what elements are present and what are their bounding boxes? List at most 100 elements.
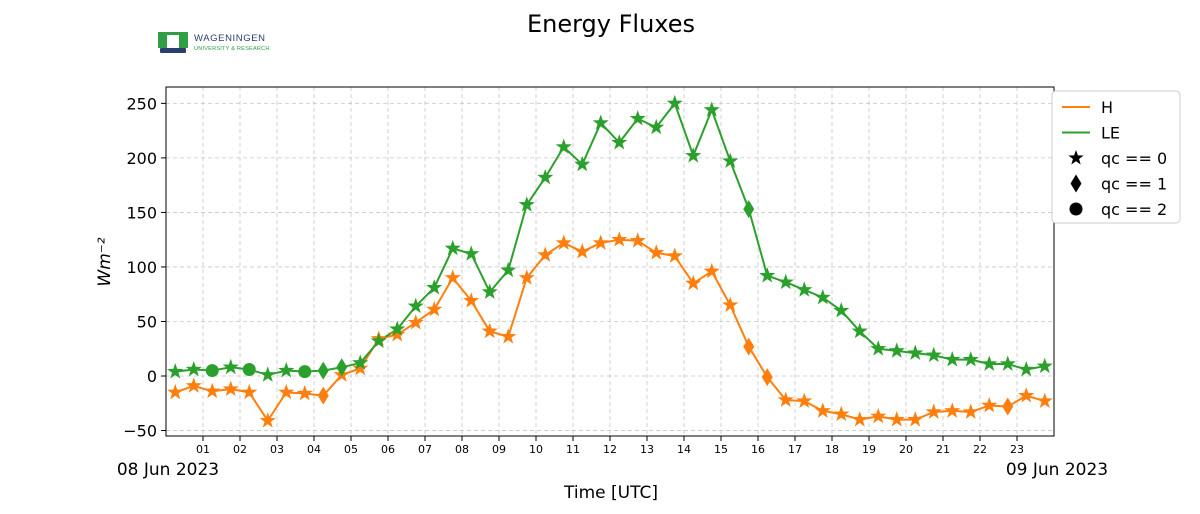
data-point-le [259,366,276,382]
data-point-h [722,296,739,312]
data-point-h [537,246,554,262]
x-tick-label: 23 [1010,443,1024,456]
x-tick-label: 11 [566,443,580,456]
legend-box [1051,90,1181,224]
x-tick-label: 13 [640,443,654,456]
grid [166,87,1054,436]
data-point-le [851,322,868,339]
x-tick-label: 05 [344,443,358,456]
data-point-h [703,262,720,279]
x-tick-label: 15 [714,443,728,456]
data-point-h [463,292,480,308]
legend-marker-diamond [1070,174,1082,193]
data-point-le [278,362,295,378]
x-tick-label: 10 [529,443,543,456]
data-point-le [925,346,942,363]
legend-label: qc == 0 [1101,149,1167,168]
data-point-h [833,405,850,422]
legend: H LE qc == 0 qc == 1 qc == 2 [1051,90,1181,224]
x-tick-label: 21 [936,443,950,456]
data-point-h [611,231,628,247]
data-point-le [317,361,329,380]
data-point-h [870,407,887,424]
data-point-h [851,411,868,427]
wageningen-logo: WAGENINGEN UNIVERSITY & RESEARCH [158,30,288,56]
data-point-le [648,118,665,135]
x-tick-label: 04 [307,443,321,456]
data-point-h [518,269,535,285]
data-point-le [500,261,517,278]
data-point-le [944,351,961,367]
data-point-le [222,358,239,375]
data-point-le [777,273,794,290]
data-point-h [222,380,239,396]
data-point-le [444,239,461,256]
data-point-le [537,169,554,185]
data-point-le [352,354,369,370]
data-point-le [833,302,850,318]
series-markers [167,94,1053,428]
data-point-le [167,363,184,379]
x-tick-label: 07 [418,443,432,456]
data-point-h [389,326,406,342]
data-point-h [944,402,961,418]
x-tick-label: 02 [233,443,247,456]
x-tick-label: 20 [899,443,913,456]
data-point-le [518,196,535,212]
legend-marker-circle [1069,202,1083,216]
data-point-le [870,340,887,356]
data-point-le [463,245,480,261]
legend-label: qc == 2 [1101,200,1167,219]
x-tick-label: 01 [196,443,210,456]
data-point-le [999,355,1016,371]
x-tick-label: 08 [455,443,469,456]
data-point-h [796,392,813,408]
data-point-h [981,396,998,413]
data-point-h [555,234,572,250]
x-tick-label: 12 [603,443,617,456]
data-point-h [167,383,184,400]
data-point-h [296,384,313,401]
data-point-h [962,403,979,419]
x-tick-label: 18 [825,443,839,456]
data-point-le [743,200,755,219]
data-point-h [241,383,258,400]
legend-label: LE [1101,124,1120,143]
x-tick-label: 19 [862,443,876,456]
data-point-le [481,283,498,299]
data-point-le [629,110,646,126]
data-point-le [555,138,572,154]
data-point-h [1002,397,1014,416]
chart-title: Energy Fluxes [527,10,695,38]
data-point-le [703,101,720,117]
x-axis-label: Time [UTC] [563,483,658,503]
data-point-h [743,337,755,356]
data-point-le [685,147,702,163]
y-tick-label: 150 [126,203,157,222]
date-start-label: 08 Jun 2023 [117,460,219,480]
data-point-le [407,297,424,314]
data-point-le [426,279,443,295]
legend-label: H [1101,98,1113,117]
y-tick-label: 200 [126,149,157,168]
data-point-h [185,377,202,393]
data-point-le [1018,360,1035,377]
data-point-h [500,328,517,344]
data-point-h [317,386,329,405]
data-point-h [481,322,498,339]
y-tick-label: 0 [147,367,157,386]
x-axis-ticks: 01 02 03 04 05 06 07 08 09 10 11 12 13 14 15 16 17 18 19 20… [196,436,1024,456]
data-point-le [336,358,348,377]
legend-label: qc == 1 [1101,175,1167,194]
data-point-le [722,152,739,169]
data-point-h [685,274,702,291]
data-point-le [814,288,831,305]
data-point-le [574,155,591,172]
logo-name: WAGENINGEN [194,33,266,44]
data-point-le [796,281,813,297]
data-point-le [611,134,628,150]
x-tick-label: 16 [751,443,765,456]
data-point-le [298,365,312,379]
data-point-h [629,232,646,248]
y-tick-label: 250 [126,94,157,113]
